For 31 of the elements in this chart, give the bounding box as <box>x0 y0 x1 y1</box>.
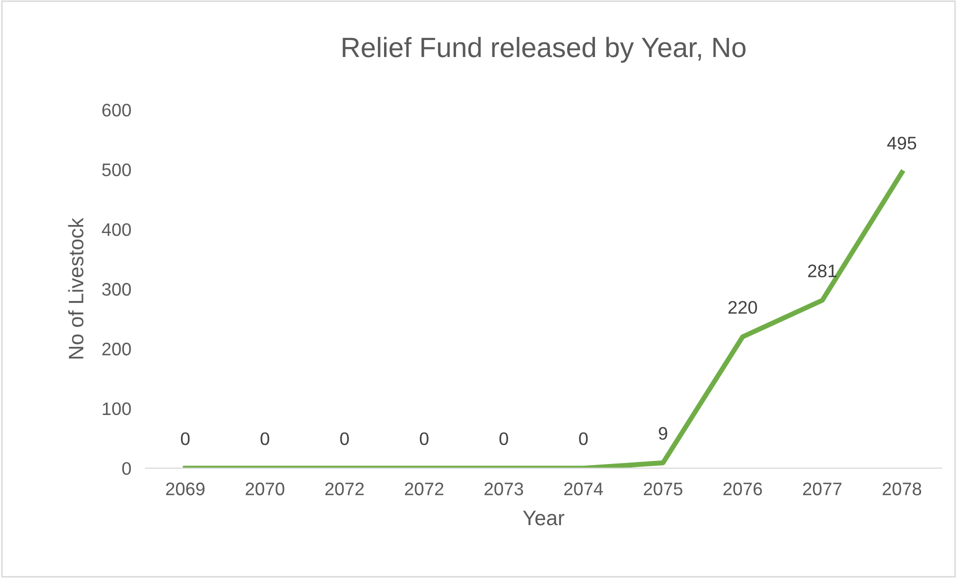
x-tick-label: 2075 <box>644 482 682 496</box>
data-label: 0 <box>260 432 270 446</box>
x-tick-label: 2073 <box>484 482 524 496</box>
x-tick-label: 2074 <box>564 482 603 496</box>
x-tick-label: 2070 <box>246 482 284 496</box>
line-series <box>182 170 904 468</box>
data-label: 0 <box>180 432 190 446</box>
x-tick-label: 2072 <box>325 482 364 496</box>
data-label: 495 <box>887 136 916 150</box>
y-tick-label: 300 <box>102 282 131 296</box>
x-axis-title: Year <box>522 510 564 526</box>
x-tick-label: 2077 <box>803 482 842 496</box>
data-label: 0 <box>579 432 588 446</box>
x-tick-label: 2072 <box>404 482 444 496</box>
x-tick-label: 2078 <box>882 482 922 496</box>
y-tick-label: 200 <box>102 342 131 356</box>
data-label: 281 <box>808 264 836 278</box>
y-axis-title: No of Livestock <box>68 218 84 358</box>
data-label: 0 <box>499 432 508 446</box>
y-tick-label: 100 <box>102 402 131 416</box>
data-label: 9 <box>658 427 668 440</box>
data-label: 0 <box>340 432 349 446</box>
data-label: 0 <box>420 432 428 446</box>
x-tick-label: 2069 <box>166 482 205 496</box>
y-tick-label: 0 <box>122 462 131 475</box>
y-tick-label: 600 <box>102 104 131 117</box>
y-tick-label: 400 <box>102 223 131 236</box>
chart-title: Relief Fund released by Year, No <box>342 36 746 63</box>
data-label: 220 <box>728 300 757 314</box>
y-tick-label: 500 <box>102 163 131 176</box>
x-tick-label: 2076 <box>723 482 762 496</box>
